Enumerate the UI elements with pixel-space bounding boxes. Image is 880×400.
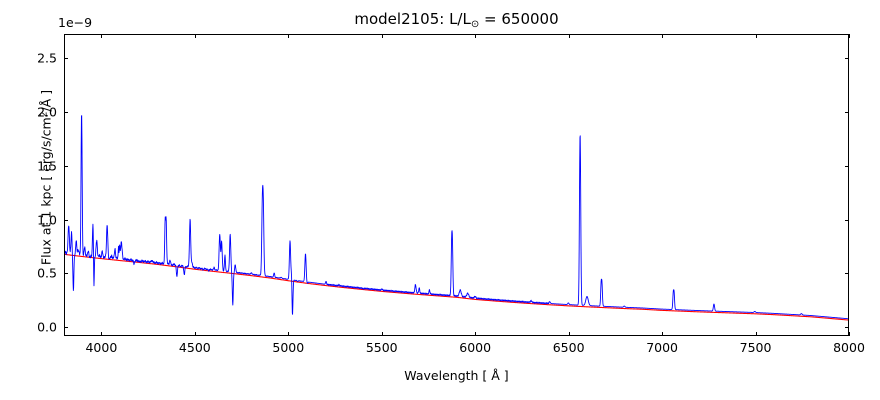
- x-tick-mark-top: [288, 34, 290, 38]
- x-axis-label: Wavelength [ Å ]: [404, 368, 509, 383]
- x-tick-label: 4500: [178, 340, 211, 355]
- y-tick-mark: [64, 273, 68, 275]
- x-tick-mark-top: [101, 34, 103, 38]
- x-tick-mark: [662, 332, 664, 336]
- y-tick-mark-right: [845, 111, 849, 113]
- x-tick-mark: [568, 332, 570, 336]
- x-tick-mark-top: [194, 34, 196, 38]
- x-tick-label: 4000: [85, 340, 118, 355]
- spectrum-canvas: [65, 115, 848, 321]
- y-tick-mark: [64, 165, 68, 167]
- y-tick-label: 2.0: [37, 104, 57, 120]
- y-tick-label: 2.5: [37, 50, 57, 66]
- y-tick-mark-right: [845, 219, 849, 221]
- spectrum-curve: [65, 115, 848, 320]
- x-tick-label: 7000: [646, 340, 678, 355]
- plot-title-suffix: = 650000: [479, 10, 559, 28]
- x-tick-mark: [849, 332, 850, 336]
- x-tick-mark-top: [849, 34, 850, 38]
- x-tick-label: 6000: [459, 340, 492, 355]
- x-tick-mark-top: [568, 34, 570, 38]
- plot-area: [64, 34, 849, 336]
- y-axis-offset-label: 1e−9: [58, 15, 93, 30]
- x-tick-mark: [381, 332, 383, 336]
- x-tick-mark-top: [475, 34, 477, 38]
- y-tick-label: 0.5: [37, 265, 57, 281]
- x-tick-label: 7500: [739, 340, 772, 355]
- y-tick-mark-right: [845, 165, 849, 167]
- plot-title-prefix: model2105: L/L: [354, 10, 471, 28]
- plot-title: model2105: L/L⊙ = 650000: [64, 10, 849, 30]
- y-tick-label: 1.0: [37, 212, 57, 227]
- y-axis-label-part-a: Flux at 1 kpc [ erg/s/cm: [38, 117, 54, 266]
- x-tick-mark-top: [662, 34, 664, 38]
- y-tick-mark: [64, 111, 68, 113]
- x-tick-label: 8000: [833, 340, 865, 355]
- y-tick-mark: [64, 219, 68, 221]
- x-tick-mark: [288, 332, 290, 336]
- x-tick-label: 5500: [365, 340, 398, 355]
- y-tick-mark: [64, 327, 68, 329]
- solar-symbol-subscript: ⊙: [470, 18, 480, 30]
- x-tick-mark: [755, 332, 757, 336]
- x-tick-label: 6500: [552, 340, 585, 355]
- x-tick-mark: [475, 332, 477, 336]
- y-axis-label: Flux at 1 kpc [ erg/s/cm2/Å ]: [39, 28, 54, 328]
- x-tick-mark-top: [755, 34, 757, 38]
- x-tick-label: 5000: [272, 340, 305, 355]
- y-tick-label: 1.5: [37, 158, 57, 174]
- x-tick-mark: [194, 332, 196, 336]
- x-tick-mark: [101, 332, 103, 336]
- y-tick-mark: [64, 57, 68, 59]
- y-tick-mark-right: [845, 273, 849, 275]
- y-tick-mark-right: [845, 57, 849, 59]
- y-tick-label: 0.0: [37, 319, 57, 335]
- y-tick-mark-right: [845, 327, 849, 329]
- continuum-curve: [65, 253, 848, 321]
- x-tick-mark-top: [381, 34, 383, 38]
